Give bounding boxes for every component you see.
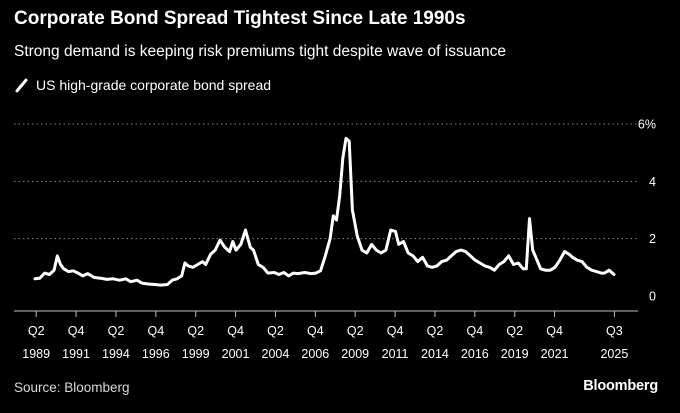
x-tick-year-2006: 2006 [301, 347, 329, 361]
gridlines [14, 123, 638, 240]
x-tick-quarter-1991: Q4 [68, 324, 85, 338]
x-tick-year-2016: 2016 [461, 347, 489, 361]
x-tick-quarter-2021: Q4 [546, 324, 563, 338]
y-tick-label-6: 6% [638, 118, 656, 132]
source-note: Source: Bloomberg [14, 380, 130, 395]
x-tick-year-2021: 2021 [541, 347, 569, 361]
x-tick-year-1996: 1996 [142, 347, 170, 361]
x-tick-year-2014: 2014 [421, 347, 449, 361]
x-tick-quarter-2006: Q4 [307, 324, 324, 338]
x-tick-quarter-2011: Q4 [387, 324, 404, 338]
x-tick-quarter-1996: Q4 [147, 324, 164, 338]
x-tick-quarter-2001: Q4 [227, 324, 244, 338]
x-tick-year-2019: 2019 [501, 347, 529, 361]
x-tick-year-2025: 2025 [600, 347, 628, 361]
x-tick-year-2004: 2004 [262, 347, 290, 361]
chart-title: Corporate Bond Spread Tightest Since Lat… [14, 8, 466, 29]
x-tick-quarter-2019: Q2 [506, 324, 523, 338]
y-tick-label-2: 2 [649, 232, 656, 246]
x-tick-quarter-2014: Q2 [427, 324, 444, 338]
y-tick-label-4: 4 [649, 175, 656, 189]
x-tick-quarter-2009: Q2 [347, 324, 364, 338]
x-tick-quarter-1999: Q2 [187, 324, 204, 338]
x-tick-year-2001: 2001 [222, 347, 250, 361]
legend: US high-grade corporate bond spread [14, 77, 271, 93]
x-tick-year-1991: 1991 [62, 347, 90, 361]
x-tick-quarter-1994: Q2 [108, 324, 125, 338]
x-tick-year-1989: 1989 [22, 347, 50, 361]
x-tick-year-2009: 2009 [341, 347, 369, 361]
bloomberg-logo: Bloomberg [583, 378, 658, 394]
x-tick-year-2011: 2011 [382, 347, 409, 361]
x-tick-quarter-2004: Q2 [267, 324, 284, 338]
chart-subtitle: Strong demand is keeping risk premiums t… [14, 43, 506, 60]
series-line-us-high-grade-spread [33, 136, 616, 287]
x-axis-ticks: Q2 1989 Q4 1991 Q2 1994 Q4 1996 Q2 1999 Q4 2001 Q2 20… [22, 311, 628, 361]
x-tick-quarter-2016: Q4 [466, 324, 483, 338]
x-tick-year-1994: 1994 [102, 347, 130, 361]
legend-label: US high-grade corporate bond spread [36, 77, 272, 93]
y-axis-ticks: 0 2 4 6% [638, 118, 656, 304]
x-tick-quarter-2025: Q3 [606, 324, 623, 338]
y-tick-label-0: 0 [649, 290, 656, 304]
x-tick-quarter-1989: Q2 [28, 324, 45, 338]
x-tick-year-1999: 1999 [182, 347, 210, 361]
